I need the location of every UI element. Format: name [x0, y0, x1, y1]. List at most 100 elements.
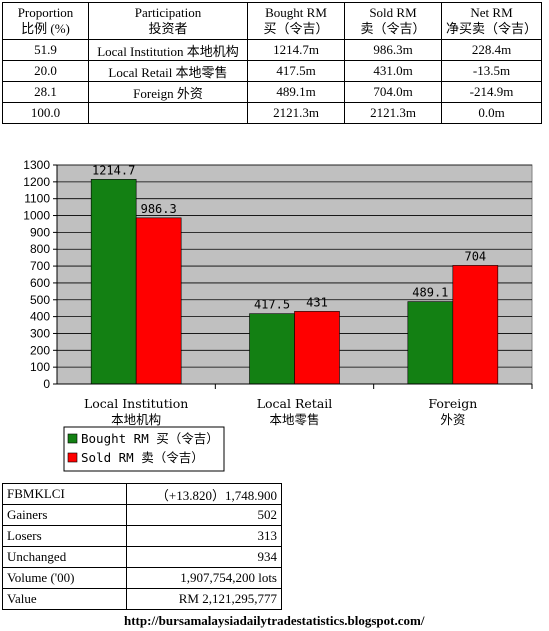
summary-row: Unchanged 934: [2, 546, 282, 568]
cell-proportion: 28.1: [2, 81, 89, 103]
bar: [407, 301, 454, 385]
data-labels: 1214.7 986.3 417.5 431 489.1 704: [92, 163, 486, 311]
data-label: 986.3: [141, 202, 177, 216]
summary-value: 934: [126, 546, 282, 568]
summary-value: （+13.820）1,748.900: [126, 483, 282, 505]
legend-box: [63, 426, 225, 472]
summary-value: RM 2,121,295,777: [126, 588, 282, 610]
summary-key: Volume ('00): [2, 567, 127, 589]
source-link[interactable]: http://bursamalaysiadailytradestatistics…: [124, 613, 425, 628]
cell-participation: Local Institution 本地机构: [88, 39, 248, 61]
participation-table: Proportion 比例 (%) Participation 投资者 Boug…: [2, 2, 542, 124]
cell-participation: Local Retail 本地零售: [88, 60, 248, 82]
summary-value: 502: [126, 504, 282, 526]
header-line: Sold RM: [369, 5, 417, 20]
cell-sold: 986.3m: [344, 39, 442, 61]
summary-row: Value RM 2,121,295,777: [2, 588, 282, 610]
cell-net: -214.9m: [441, 81, 542, 103]
header-line: Net RM: [470, 5, 513, 20]
y-tick-label: 1300: [23, 158, 50, 172]
category-label: Local Retail: [257, 396, 333, 411]
table-row: 51.9 Local Institution 本地机构 1214.7m 986.…: [2, 39, 542, 61]
cell-net: 228.4m: [441, 39, 542, 61]
y-tick-label: 100: [30, 360, 50, 374]
header-line: 净买卖（令吉）: [446, 21, 538, 36]
cell-sold: 2121.3m: [344, 102, 442, 124]
cell-proportion: 100.0: [2, 102, 89, 124]
cell-bought: 1214.7m: [247, 39, 345, 61]
header-line: Participation: [134, 5, 202, 20]
bar: [452, 265, 499, 385]
cell-proportion: 51.9: [2, 39, 89, 61]
y-tick-label: 400: [30, 310, 50, 324]
category-label: 外资: [440, 412, 465, 427]
category-label: 本地零售: [269, 412, 319, 427]
legend-swatch: [67, 433, 78, 444]
header-line: 比例 (%): [21, 21, 70, 36]
data-label: 489.1: [412, 286, 448, 300]
table-row: 100.0 2121.3m 2121.3m 0.0m: [2, 102, 542, 124]
cell-net: -13.5m: [441, 60, 542, 82]
summary-value: 313: [126, 525, 282, 547]
summary-row: Volume ('00) 1,907,754,200 lots: [2, 567, 282, 589]
category-label: Foreign: [428, 396, 477, 411]
cell-bought: 489.1m: [247, 81, 345, 103]
legend-swatch: [67, 452, 78, 463]
cell-sold: 431.0m: [344, 60, 442, 82]
summary-row: FBMKLCI （+13.820）1,748.900: [2, 483, 282, 505]
summary-key: Losers: [2, 525, 127, 547]
bar: [90, 179, 137, 385]
cell-net: 0.0m: [441, 102, 542, 124]
cell-bought: 2121.3m: [247, 102, 345, 124]
legend-label: Sold RM 卖（令吉）: [81, 450, 204, 465]
y-tick-label: 1000: [23, 209, 50, 223]
cell-bought: 417.5m: [247, 60, 345, 82]
summary-value: 1,907,754,200 lots: [126, 567, 282, 589]
bar: [249, 313, 295, 385]
y-axis: 0 100 200 300 400 500 600 700 800 900 1000 1100 1200…: [23, 158, 532, 391]
y-tick-label: 1100: [24, 192, 50, 206]
cell-proportion: 20.0: [2, 60, 89, 82]
summary-key: Unchanged: [2, 546, 127, 568]
bar: [135, 217, 182, 385]
header-line: Bought RM: [265, 5, 327, 20]
data-label: 1214.7: [92, 163, 135, 177]
y-tick-label: 700: [30, 259, 50, 273]
summary-row: Losers 313: [2, 525, 282, 547]
y-tick-label: 1200: [23, 175, 50, 189]
y-tick-label: 900: [30, 225, 50, 239]
legend: Bought RM 买（令吉） Sold RM 卖（令吉）: [63, 426, 225, 472]
header-participation: Participation 投资者: [88, 2, 248, 40]
summary-row: Gainers 502: [2, 504, 282, 526]
y-tick-label: 500: [30, 293, 50, 307]
cell-sold: 704.0m: [344, 81, 442, 103]
category-label: Local Institution: [84, 396, 188, 411]
table-row: 28.1 Foreign 外资 489.1m 704.0m -214.9m: [2, 81, 542, 103]
header-sold: Sold RM 卖（令吉）: [344, 2, 442, 40]
y-tick-label: 600: [30, 276, 50, 290]
table-header-row: Proportion 比例 (%) Participation 投资者 Boug…: [2, 2, 542, 40]
table-row: 20.0 Local Retail 本地零售 417.5m 431.0m -13…: [2, 60, 542, 82]
legend-label: Bought RM 买（令吉）: [81, 431, 219, 446]
data-label: 417.5: [254, 298, 290, 312]
data-label: 431: [306, 295, 328, 309]
y-tick-label: 300: [30, 326, 50, 340]
header-line: 买（令吉）: [263, 21, 329, 36]
header-line: 卖（令吉）: [360, 21, 426, 36]
bar: [294, 311, 340, 385]
market-summary-table: FBMKLCI （+13.820）1,748.900 Gainers 502 L…: [2, 483, 282, 610]
summary-key: FBMKLCI: [2, 483, 127, 505]
participation-bar-chart: 0 100 200 300 400 500 600 700 800 900 1000 1100 1200…: [23, 158, 533, 472]
header-line: 投资者: [148, 21, 188, 36]
header-bought: Bought RM 买（令吉）: [247, 2, 345, 40]
y-tick-label: 0: [43, 377, 50, 391]
header-net: Net RM 净买卖（令吉）: [441, 2, 542, 40]
y-tick-label: 200: [30, 343, 50, 357]
header-line: Proportion: [17, 5, 74, 20]
cell-participation: Foreign 外资: [88, 81, 248, 103]
summary-key: Value: [2, 588, 127, 610]
y-tick-label: 800: [30, 242, 50, 256]
cell-participation: [88, 102, 248, 124]
bars: [90, 179, 499, 385]
